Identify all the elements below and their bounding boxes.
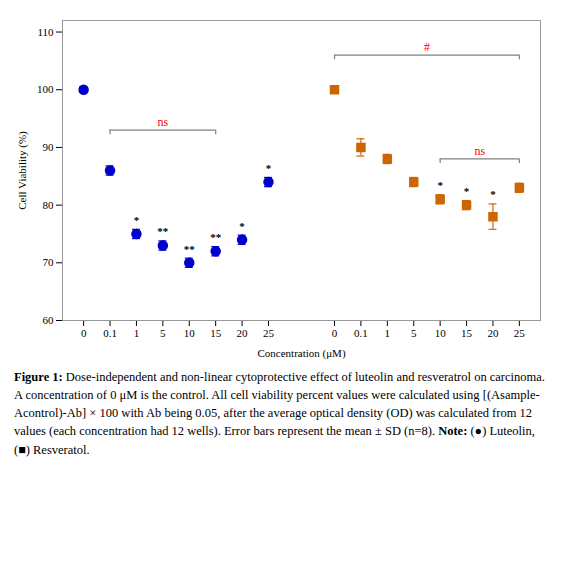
svg-text:0.1: 0.1 bbox=[354, 327, 368, 339]
svg-text:15: 15 bbox=[210, 327, 222, 339]
svg-text:10: 10 bbox=[184, 327, 196, 339]
svg-text:#: # bbox=[424, 40, 430, 54]
svg-text:110: 110 bbox=[37, 26, 54, 38]
svg-text:1: 1 bbox=[134, 327, 140, 339]
svg-text:25: 25 bbox=[514, 327, 526, 339]
svg-text:ns: ns bbox=[474, 144, 485, 158]
svg-text:100: 100 bbox=[37, 83, 54, 95]
svg-text:0: 0 bbox=[332, 327, 338, 339]
svg-text:80: 80 bbox=[43, 199, 55, 211]
svg-text:**: ** bbox=[184, 243, 196, 255]
svg-text:25: 25 bbox=[263, 327, 275, 339]
svg-text:*: * bbox=[266, 162, 272, 174]
svg-text:10: 10 bbox=[435, 327, 447, 339]
svg-text:60: 60 bbox=[43, 314, 55, 326]
svg-text:ns: ns bbox=[158, 115, 169, 129]
svg-text:70: 70 bbox=[43, 256, 55, 268]
svg-text:0: 0 bbox=[81, 327, 87, 339]
svg-text:*: * bbox=[464, 185, 470, 197]
svg-text:**: ** bbox=[157, 225, 169, 237]
svg-text:0.1: 0.1 bbox=[103, 327, 117, 339]
svg-text:*: * bbox=[490, 188, 496, 200]
svg-text:90: 90 bbox=[43, 141, 55, 153]
svg-text:20: 20 bbox=[487, 327, 499, 339]
svg-text:**: ** bbox=[210, 231, 222, 243]
svg-text:*: * bbox=[239, 220, 245, 232]
svg-text:*: * bbox=[134, 214, 140, 226]
svg-text:5: 5 bbox=[160, 327, 166, 339]
svg-text:20: 20 bbox=[237, 327, 249, 339]
svg-text:15: 15 bbox=[461, 327, 473, 339]
svg-text:*: * bbox=[437, 179, 443, 191]
svg-text:Cell Viability (%): Cell Viability (%) bbox=[16, 131, 29, 210]
svg-text:1: 1 bbox=[385, 327, 391, 339]
svg-text:5: 5 bbox=[411, 327, 417, 339]
html-text:Figure 1: Dose-independent and: Figure 1: Dose-independent and non-linea… bbox=[14, 370, 545, 457]
svg-text:Concentration (μM): Concentration (μM) bbox=[257, 347, 345, 360]
